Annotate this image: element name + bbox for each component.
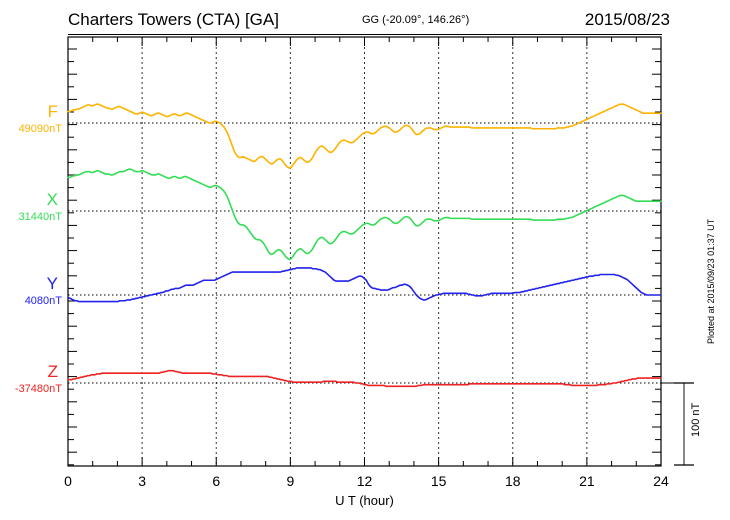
- x-tick-label: 15: [431, 473, 447, 489]
- series-label-f: F: [48, 102, 58, 121]
- header-divider: [68, 34, 662, 35]
- trace-y: [67, 267, 662, 303]
- page-title: Charters Towers (CTA) [GA]: [68, 10, 279, 29]
- series-label-z: Z: [48, 362, 58, 381]
- series-label-y: Y: [47, 274, 58, 293]
- series-baseline-value-f: 49090nT: [19, 123, 63, 135]
- x-tick-label: 24: [653, 473, 669, 489]
- x-tick-label: 3: [138, 473, 146, 489]
- observation-date: 2015/08/23: [584, 10, 670, 29]
- x-axis-label: U T (hour): [335, 493, 394, 508]
- trace-z: [67, 369, 662, 388]
- trace-x: [67, 168, 662, 261]
- plotted-timestamp: Plotted at 2015/09/23 01:37 UT: [706, 218, 716, 344]
- x-tick-label: 18: [505, 473, 521, 489]
- scale-bar-label: 100 nT: [690, 402, 702, 437]
- x-tick-label: 9: [286, 473, 294, 489]
- x-tick-label: 0: [64, 473, 72, 489]
- series-baseline-value-x: 31440nT: [19, 211, 63, 223]
- x-tick-label: 12: [357, 473, 373, 489]
- trace-f: [67, 103, 662, 169]
- plot-frame: [67, 36, 662, 467]
- series-label-x: X: [47, 190, 58, 209]
- geographic-coordinates: GG (-20.09°, 146.26°): [362, 14, 470, 26]
- series-baseline-value-z: -37480nT: [15, 383, 62, 395]
- x-tick-label: 6: [212, 473, 220, 489]
- series-baseline-value-y: 4080nT: [25, 295, 63, 307]
- x-tick-label: 21: [579, 473, 595, 489]
